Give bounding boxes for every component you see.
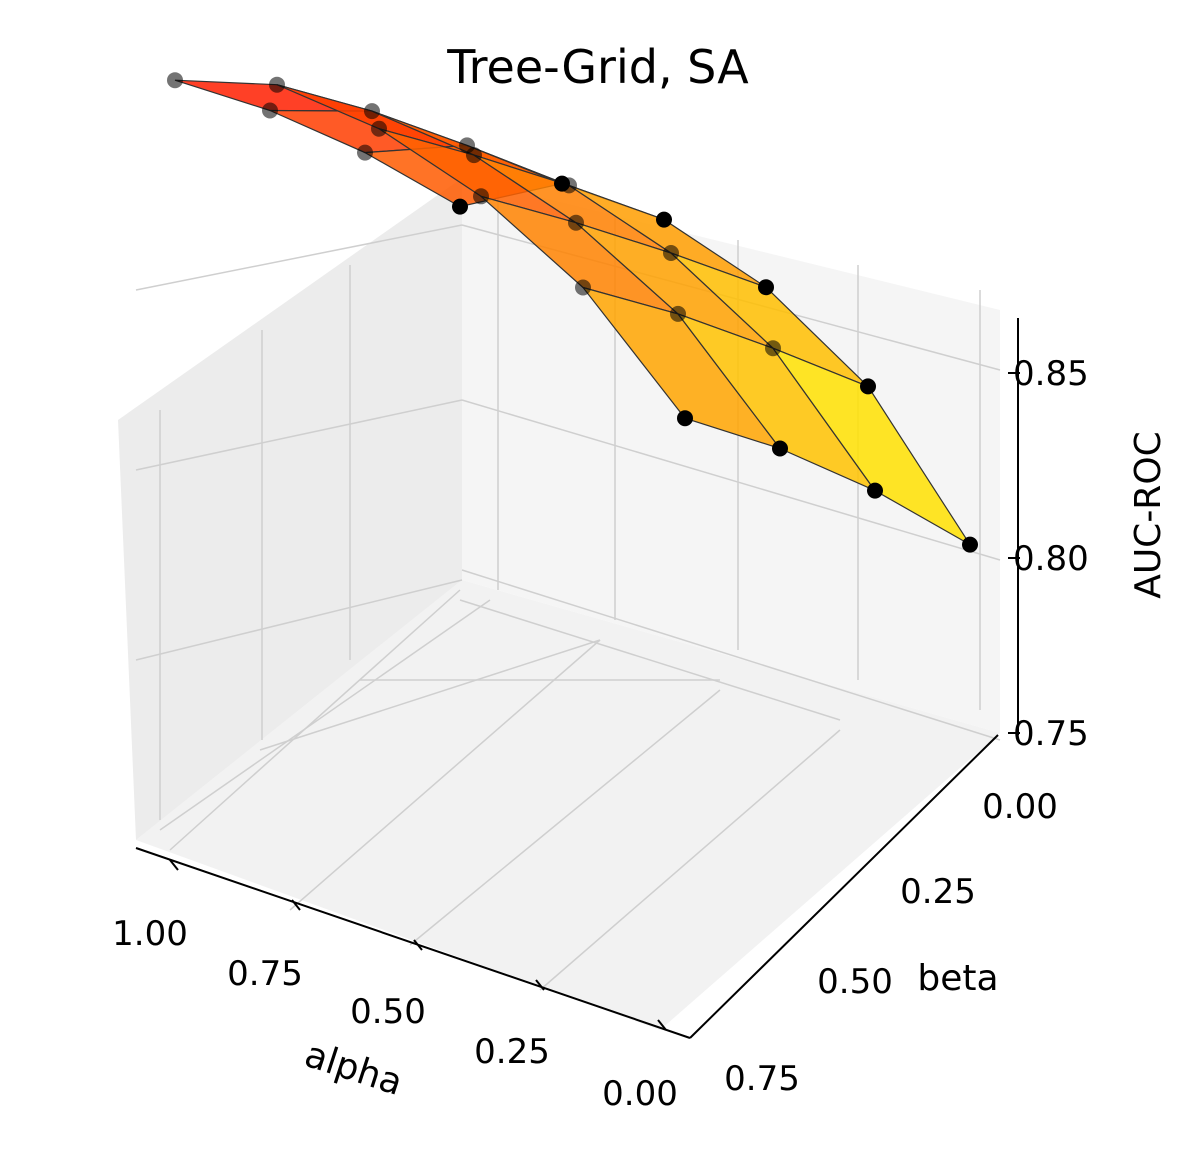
z-tick-label: 0.85 — [1013, 354, 1089, 394]
data-point — [371, 120, 387, 137]
data-point — [473, 188, 489, 205]
beta-tick-label: 0.75 — [724, 1059, 800, 1099]
surface — [174, 79, 971, 546]
alpha-tick — [535, 979, 545, 991]
floor-grid-line — [159, 599, 491, 831]
back-pane — [462, 178, 1000, 733]
data-point — [772, 440, 788, 457]
data-point — [554, 175, 570, 192]
data-point — [962, 536, 978, 553]
left-grid-line — [135, 399, 463, 471]
left-grid-line — [135, 579, 463, 661]
data-point — [663, 245, 679, 261]
left-pane — [118, 178, 462, 840]
alpha-tick — [657, 1019, 667, 1031]
axes-panes — [118, 178, 1000, 1030]
alpha-tick-label: 0.25 — [474, 1032, 550, 1072]
chart-title: Tree-Grid, SA — [447, 40, 749, 94]
tick-labels: 1.00 0.75 0.50 0.25 0.00 0.00 0.25 0.50 0.75 0.75… — [112, 354, 1169, 1114]
beta-tick-label: 0.50 — [817, 962, 893, 1002]
floor-pane — [136, 580, 1000, 1030]
data-point — [452, 198, 468, 215]
floor-grid-line — [259, 639, 601, 751]
z-tick-label: 0.80 — [1013, 539, 1089, 579]
data-point — [364, 103, 380, 120]
floor-grid-line — [169, 589, 461, 851]
data-markers — [167, 72, 978, 553]
beta-tick-label: 0.25 — [900, 872, 976, 912]
alpha-tick-label: 1.00 — [112, 914, 188, 954]
data-point — [867, 482, 883, 499]
data-point — [765, 340, 781, 357]
alpha-tick-label: 0.50 — [350, 992, 426, 1032]
z-tick-label: 0.75 — [1013, 714, 1089, 754]
alpha-tick-label: 0.75 — [227, 954, 303, 994]
data-point — [670, 305, 686, 322]
back-grid-line — [461, 569, 1001, 741]
data-point — [459, 137, 475, 154]
back-grid-line — [461, 399, 1001, 561]
alpha-tick — [169, 859, 179, 871]
data-point — [575, 279, 591, 296]
axis-lines — [135, 318, 1019, 1039]
alpha-axis-label: alpha — [300, 1034, 408, 1104]
beta-tick-label: 0.00 — [982, 787, 1058, 827]
alpha-tick-label: 0.00 — [602, 1074, 678, 1114]
data-point — [357, 144, 373, 161]
data-point — [167, 72, 183, 89]
floor-grid-line — [459, 599, 841, 721]
data-point — [758, 279, 774, 296]
alpha-axis-line — [135, 847, 691, 1039]
data-point — [656, 211, 672, 228]
alpha-tick — [413, 939, 423, 951]
alpha-tick — [291, 899, 301, 911]
data-point — [860, 378, 876, 395]
z-axis-label: AUC-ROC — [1128, 431, 1169, 599]
beta-axis-line — [689, 734, 999, 1039]
floor-grid-line — [539, 729, 841, 991]
floor-grid-line — [409, 689, 721, 946]
data-point — [677, 410, 693, 427]
floor-grid-line — [289, 639, 601, 911]
left-grid-line — [135, 224, 463, 291]
beta-axis-label: beta — [917, 958, 998, 999]
data-point — [568, 214, 584, 231]
data-point — [269, 76, 285, 93]
data-point — [262, 102, 278, 119]
